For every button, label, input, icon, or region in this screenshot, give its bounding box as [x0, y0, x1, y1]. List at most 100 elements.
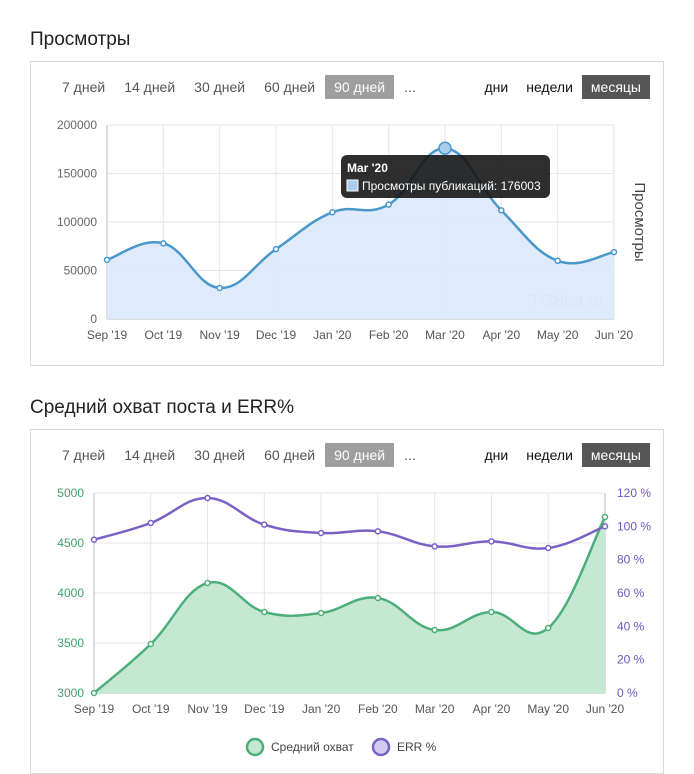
- views-line: [106, 147, 615, 290]
- err-point: [147, 519, 155, 527]
- range-button-0[interactable]: 7 дней: [62, 79, 106, 95]
- x-tick-label: Mar '20: [425, 328, 465, 342]
- err-point: [601, 523, 609, 530]
- y-right-tick-label: 40 %: [617, 619, 645, 633]
- range-button-1[interactable]: 14 дней: [124, 79, 176, 95]
- x-tick-label: Jun '20: [595, 328, 634, 342]
- period-button-2[interactable]: месяцы: [581, 443, 650, 467]
- data-point: [385, 201, 392, 208]
- views-panel: 7 дней 14 дней 30 дней 60 дней 90 дней... дн…: [30, 61, 664, 366]
- x-tick-label: Feb '20: [369, 328, 409, 342]
- reach-err-chart: 3000 3500 4000 4500 5000 0 % 20 % 40 % 60 % 80 % 1…: [57, 486, 651, 757]
- x-tick-label: Oct '19: [145, 328, 183, 342]
- y-right-tick-label: 100 %: [617, 519, 651, 533]
- tooltip-title: Mar '20: [347, 161, 388, 175]
- period-button-1[interactable]: недели: [526, 79, 573, 95]
- data-point: [554, 257, 561, 265]
- err-point: [204, 494, 211, 502]
- y-tick-label: 100000: [57, 215, 97, 229]
- err-point: [544, 544, 552, 552]
- err-point: [374, 528, 382, 535]
- reach-point: [317, 609, 325, 617]
- reach-point: [147, 640, 155, 648]
- x-tick-label: Nov '19: [187, 702, 228, 716]
- err-point: [431, 543, 438, 550]
- x-tick-label: Dec '19: [256, 328, 297, 342]
- x-tick-label: Jan '20: [302, 702, 341, 716]
- data-point: [272, 245, 280, 253]
- reach-period-selector: дни недели месяцы: [475, 443, 650, 467]
- err-point: [261, 521, 268, 528]
- reach-point: [374, 594, 382, 602]
- data-point: [610, 248, 618, 256]
- x-tick-label: Jan '20: [313, 328, 352, 342]
- tooltip-label: Просмотры публикаций: 176003: [362, 179, 541, 193]
- data-point: [103, 256, 111, 264]
- period-button-1[interactable]: недели: [526, 447, 573, 463]
- data-point: [438, 141, 452, 156]
- y-tick-label: 50000: [64, 264, 98, 278]
- tooltip: Mar '20 Просмотры публикаций: 176003: [341, 155, 550, 198]
- err-point: [317, 529, 325, 537]
- reach-panel: 7 дней 14 дней 30 дней 60 дней 90 дней... дн…: [30, 429, 664, 774]
- y-tick-label: 150000: [57, 167, 97, 181]
- views-range-selector: 7 дней 14 дней 30 дней 60 дней 90 дней...: [53, 75, 426, 99]
- x-tick-label: Mar '20: [415, 702, 455, 716]
- x-tick-label: May '20: [537, 328, 579, 342]
- reach-point: [488, 608, 495, 616]
- x-tick-label: Apr '20: [473, 702, 511, 716]
- x-tick-label: Dec '19: [244, 702, 285, 716]
- y-right-tick-label: 120 %: [617, 486, 651, 500]
- views-period-selector: дни недели месяцы: [475, 75, 650, 99]
- legend: Средний охват ERR %: [245, 737, 437, 757]
- data-point: [160, 240, 167, 247]
- range-button-0[interactable]: 7 дней: [62, 447, 106, 463]
- y-tick-label: 0: [90, 312, 97, 326]
- legend-reach-marker: [245, 737, 265, 757]
- range-button-5[interactable]: ...: [404, 79, 416, 95]
- x-tick-label: Jun '20: [586, 702, 625, 716]
- y-left-tick-label: 4000: [57, 586, 84, 600]
- reach-point: [544, 624, 552, 632]
- tooltip-box: [341, 155, 550, 198]
- range-button-3[interactable]: 60 дней: [264, 447, 316, 463]
- tooltip-swatch: [346, 179, 359, 192]
- range-button-5[interactable]: ...: [404, 447, 416, 463]
- range-button-4[interactable]: 90 дней: [325, 75, 395, 99]
- period-button-2[interactable]: месяцы: [581, 75, 650, 99]
- y-left-tick-label: 3500: [57, 636, 84, 650]
- err-line: [93, 496, 606, 550]
- x-tick-label: Apr '20: [483, 328, 521, 342]
- err-point: [90, 536, 98, 543]
- y-left-tick-label: 4500: [57, 536, 84, 550]
- x-tick-label: May '20: [527, 702, 569, 716]
- y-right-tick-label: 80 %: [617, 553, 645, 567]
- reach-range-selector: 7 дней 14 дней 30 дней 60 дней 90 дней...: [53, 443, 426, 467]
- range-button-2[interactable]: 30 дней: [194, 447, 246, 463]
- reach-point: [204, 579, 211, 587]
- period-button-0[interactable]: дни: [484, 447, 509, 463]
- data-point: [216, 284, 223, 292]
- range-button-1[interactable]: 14 дней: [124, 447, 176, 463]
- err-point: [488, 538, 495, 545]
- reach-point: [90, 689, 98, 697]
- x-tick-label: Nov '19: [200, 328, 241, 342]
- range-button-4[interactable]: 90 дней: [325, 443, 395, 467]
- reach-point: [431, 626, 438, 634]
- range-button-3[interactable]: 60 дней: [264, 79, 316, 95]
- data-point: [329, 209, 336, 216]
- legend-err-label: ERR %: [397, 740, 437, 754]
- x-tick-label: Feb '20: [358, 702, 398, 716]
- reach-point: [261, 608, 268, 616]
- y-tick-label: 200000: [57, 118, 97, 132]
- y-left-tick-label: 3000: [57, 686, 84, 700]
- views-area: [107, 148, 614, 319]
- legend-err-marker: [371, 737, 391, 757]
- views-section-title: Просмотры: [30, 29, 131, 50]
- y-axis-title: Просмотры: [631, 182, 648, 261]
- range-button-2[interactable]: 30 дней: [194, 79, 246, 95]
- y-right-tick-label: 20 %: [617, 653, 645, 667]
- x-tick-label: Oct '19: [132, 702, 170, 716]
- period-button-0[interactable]: дни: [484, 79, 509, 95]
- y-right-tick-label: 60 %: [617, 586, 645, 600]
